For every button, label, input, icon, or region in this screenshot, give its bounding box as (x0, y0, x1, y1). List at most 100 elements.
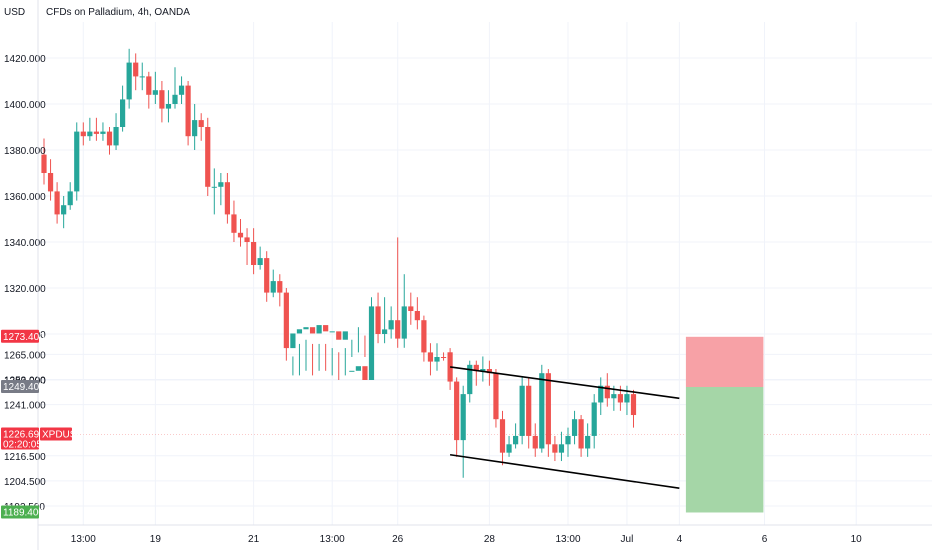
x-tick-label: 28 (484, 534, 496, 545)
currency-box[interactable] (0, 0, 38, 22)
take-profit-zone[interactable] (685, 386, 764, 513)
x-tick-label: 26 (392, 534, 404, 545)
price-axis[interactable]: 1420.000 1400.000 1380.000 1360.000 1340.000… (4, 0, 46, 550)
countdown-label: 02:20:05 (3, 439, 42, 450)
candle-body (434, 357, 440, 362)
y-tick-label: 1216.500 (4, 452, 46, 463)
candle-body (630, 394, 637, 416)
x-tick-label: 13:00 (555, 534, 580, 545)
candle-body (251, 242, 257, 265)
candle-body (257, 258, 263, 265)
candle-body (486, 369, 492, 374)
candle-body (617, 394, 623, 403)
candle-body (231, 214, 237, 233)
x-tick-label: 6 (762, 534, 768, 545)
price-tag-label: 1189.400 (3, 507, 44, 518)
candle-body (296, 329, 303, 334)
candlestick-series (41, 48, 637, 478)
x-tick-label: 21 (248, 534, 260, 545)
stop-loss-zone[interactable] (685, 336, 764, 387)
candle-body (349, 370, 355, 372)
x-tick-label: 4 (677, 534, 683, 545)
candle-body (513, 435, 519, 445)
candle-body (382, 329, 388, 334)
candle-body (519, 385, 525, 436)
candle-body (447, 352, 453, 382)
price-tag-label: 1273.400 (3, 332, 45, 343)
price-tag-entry (1, 379, 39, 393)
candle-body (355, 366, 361, 371)
candle-body (368, 306, 375, 380)
candle-body (565, 435, 571, 445)
candle-body (244, 237, 250, 242)
candle-body (211, 186, 217, 188)
candle-body (87, 131, 93, 137)
candle-body (526, 385, 532, 436)
candle-body (126, 62, 132, 100)
candle-body (198, 120, 204, 127)
candle-body (375, 306, 381, 334)
candle-body (598, 385, 604, 403)
candle-body (172, 94, 178, 104)
y-tick-label: 1265.000 (4, 350, 46, 361)
y-tick-label: 1320.000 (4, 284, 46, 295)
candle-body (611, 394, 617, 399)
candle-body (165, 104, 172, 109)
candle-body (106, 131, 113, 146)
channel-lower-line[interactable] (449, 453, 680, 490)
candle-body (414, 311, 420, 321)
candle-body (506, 444, 512, 453)
price-tag-label: 1226.690 (3, 429, 45, 440)
candle-body (316, 325, 322, 334)
candle-body (539, 373, 545, 449)
candle-body (67, 191, 73, 206)
x-tick-label: 19 (150, 534, 162, 545)
candle-body (499, 419, 506, 453)
candle-body (159, 90, 165, 109)
candle-body (264, 258, 270, 293)
currency-label: USD (4, 7, 25, 18)
candle-body (224, 182, 230, 215)
symbol-title[interactable]: CFDs on Palladium, 4h, OANDA (46, 7, 190, 18)
candle-body (454, 381, 460, 441)
candle-body (467, 364, 473, 395)
candle-body (270, 281, 276, 293)
candle-body (493, 373, 499, 420)
candle-body (185, 85, 191, 137)
candle-body (362, 366, 368, 380)
candle-body (93, 131, 99, 134)
candle-body (440, 357, 447, 358)
position-zones[interactable] (685, 336, 764, 513)
candle-body (192, 120, 198, 137)
candle-body (532, 435, 538, 449)
candle-body (113, 127, 119, 146)
candle-body (80, 131, 86, 137)
y-tick-label: 1241.000 (4, 401, 46, 412)
candle-body (585, 435, 591, 449)
candle-body (558, 444, 565, 453)
candle-body (342, 331, 348, 340)
price-channel[interactable] (449, 366, 680, 490)
x-tick-label: Jul (621, 534, 634, 545)
x-tick-label: 13:00 (320, 534, 345, 545)
channel-upper-line[interactable] (449, 366, 680, 400)
candle-body (460, 394, 466, 441)
y-tick-label: 1400.000 (4, 100, 46, 111)
price-tag-target (1, 329, 39, 343)
candle-body (309, 327, 316, 334)
candle-body (421, 320, 427, 353)
candle-body (388, 320, 394, 330)
price-tag-stop (1, 505, 39, 519)
candle-body (401, 306, 407, 339)
candle-body (152, 90, 158, 95)
symbol-tag (40, 427, 72, 441)
candle-body (237, 232, 244, 238)
x-tick-label: 10 (851, 534, 863, 545)
y-tick-label: 1340.000 (4, 238, 46, 249)
y-tick-label: 1420.000 (4, 54, 46, 65)
candle-body (74, 131, 80, 192)
candle-body (139, 76, 145, 78)
candle-body (178, 85, 185, 95)
